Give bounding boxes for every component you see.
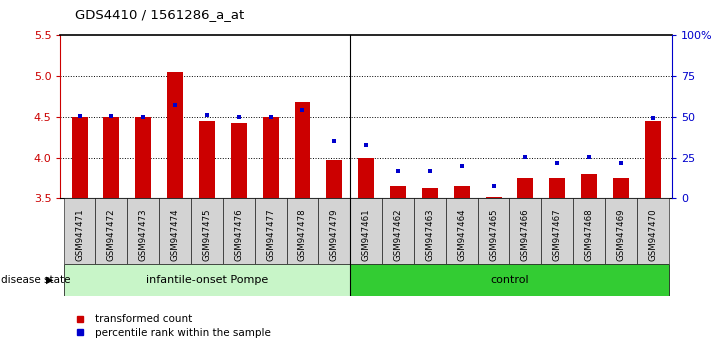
Bar	[191, 198, 223, 264]
Text: infantile-onset Pompe: infantile-onset Pompe	[146, 275, 268, 285]
Bar	[255, 198, 287, 264]
Bar	[637, 198, 669, 264]
Text: disease state: disease state	[1, 275, 71, 285]
Bar	[550, 178, 565, 198]
Text: control: control	[490, 275, 529, 285]
Bar	[287, 198, 319, 264]
Text: GSM947472: GSM947472	[107, 208, 116, 261]
Text: GSM947479: GSM947479	[330, 208, 339, 261]
Bar	[478, 198, 510, 264]
Text: GSM947468: GSM947468	[584, 208, 594, 261]
Text: GSM947478: GSM947478	[298, 208, 307, 261]
Text: GDS4410 / 1561286_a_at: GDS4410 / 1561286_a_at	[75, 8, 244, 21]
Bar	[422, 188, 438, 198]
Bar	[510, 198, 541, 264]
Text: GSM947477: GSM947477	[266, 208, 275, 261]
Bar	[135, 117, 151, 198]
Bar	[541, 198, 573, 264]
Text: GSM947474: GSM947474	[171, 208, 180, 261]
Bar	[167, 72, 183, 198]
Bar	[262, 117, 279, 198]
Bar	[72, 117, 87, 198]
Legend: transformed count, percentile rank within the sample: transformed count, percentile rank withi…	[65, 310, 275, 342]
Bar	[358, 158, 374, 198]
Bar	[319, 198, 351, 264]
Bar	[581, 174, 597, 198]
Bar	[159, 198, 191, 264]
Text: GSM947461: GSM947461	[362, 208, 370, 261]
Bar	[231, 122, 247, 198]
Bar	[518, 178, 533, 198]
Text: GSM947471: GSM947471	[75, 208, 84, 261]
Bar	[390, 186, 406, 198]
Text: GSM947462: GSM947462	[393, 208, 402, 261]
Bar	[95, 198, 127, 264]
Bar	[63, 264, 351, 296]
Bar	[351, 198, 382, 264]
Bar	[573, 198, 605, 264]
Bar	[351, 264, 669, 296]
Text: GSM947470: GSM947470	[648, 208, 657, 261]
Text: GSM947475: GSM947475	[203, 208, 211, 261]
Bar	[382, 198, 414, 264]
Bar	[613, 178, 629, 198]
Bar	[103, 117, 119, 198]
Bar	[63, 198, 95, 264]
Text: GSM947469: GSM947469	[616, 208, 626, 261]
Text: GSM947466: GSM947466	[521, 208, 530, 261]
Bar	[127, 198, 159, 264]
Bar	[326, 160, 342, 198]
Text: GSM947467: GSM947467	[552, 208, 562, 261]
Bar	[223, 198, 255, 264]
Bar	[294, 102, 311, 198]
Bar	[454, 186, 470, 198]
Text: GSM947473: GSM947473	[139, 208, 148, 261]
Bar	[446, 198, 478, 264]
Bar	[645, 121, 661, 198]
Text: GSM947476: GSM947476	[235, 208, 243, 261]
Bar	[486, 196, 501, 198]
Text: GSM947464: GSM947464	[457, 208, 466, 261]
Bar	[605, 198, 637, 264]
Bar	[414, 198, 446, 264]
Text: GSM947465: GSM947465	[489, 208, 498, 261]
Text: ▶: ▶	[46, 275, 53, 285]
Text: GSM947463: GSM947463	[425, 208, 434, 261]
Bar	[199, 121, 215, 198]
